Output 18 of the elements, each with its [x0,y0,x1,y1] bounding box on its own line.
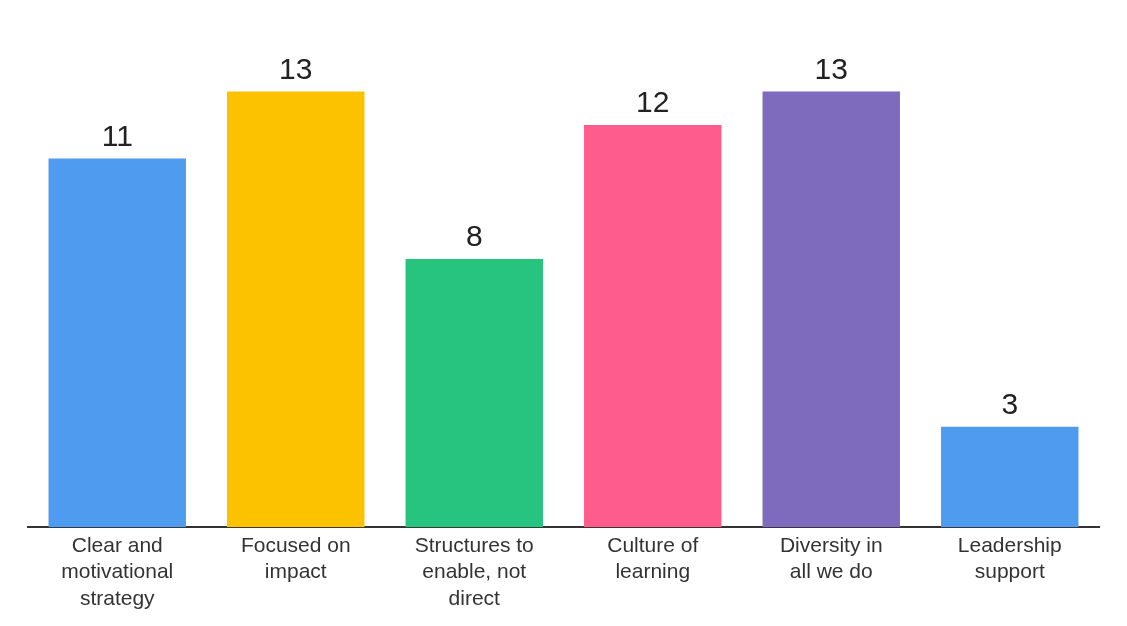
bar [584,125,722,528]
data-label: 11 [101,118,133,152]
data-label: 12 [636,85,670,119]
bar [405,259,543,528]
bar [762,91,900,528]
x-tick-label: Diversity in all we do [779,533,883,583]
x-tick-label: Focused on impact [240,533,351,583]
bar [48,158,186,528]
x-tick-label: Leadership support [957,533,1062,583]
bar [227,91,365,528]
data-label: 3 [1001,386,1019,420]
data-label: 8 [465,219,483,253]
bar [941,426,1079,528]
x-tick-label: Clear and motivational strategy [61,533,174,609]
data-label: 13 [814,51,848,85]
data-label: 13 [279,51,313,85]
x-tick-label: Culture of learning [607,533,699,583]
x-tick-label: Structures to enable, not direct [414,533,534,609]
